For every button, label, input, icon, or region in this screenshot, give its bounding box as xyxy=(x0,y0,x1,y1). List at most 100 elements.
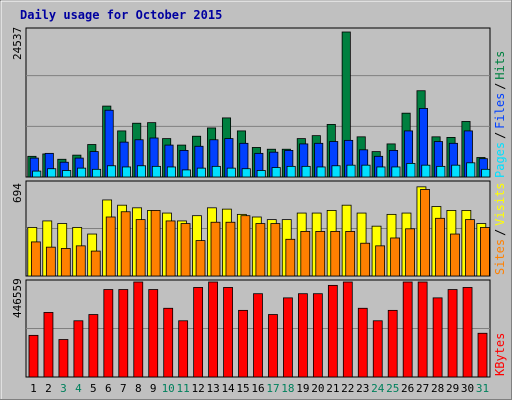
bar-kbytes-day-3 xyxy=(58,339,69,378)
bar-kbytes-day-2 xyxy=(43,312,54,378)
bar-pages-day-31 xyxy=(481,168,491,178)
bar-pages-day-7 xyxy=(121,166,132,178)
x-tick-label-day-1: 1 xyxy=(30,382,37,395)
bar-kbytes-day-27 xyxy=(417,281,428,378)
x-tick-label-day-17: 17 xyxy=(266,382,279,395)
x-tick-label-day-22: 22 xyxy=(341,382,354,395)
bar-pages-day-3 xyxy=(62,170,72,178)
bar-sites-day-28 xyxy=(435,217,445,277)
legend-hits-files-pages: Pages / Files / Hits xyxy=(493,51,507,178)
bar-kbytes-day-4 xyxy=(73,320,84,378)
bar-pages-day-16 xyxy=(256,170,266,178)
bar-kbytes-day-13 xyxy=(208,281,218,378)
kbytes-ymax-label: 446559 xyxy=(11,278,24,318)
bar-kbytes-day-30 xyxy=(462,287,473,378)
bar-pages-day-26 xyxy=(406,163,416,178)
bar-sites-day-6 xyxy=(105,216,116,277)
bar-kbytes-day-6 xyxy=(103,289,114,378)
x-tick-label-day-27: 27 xyxy=(416,382,429,395)
x-tick-label-day-11: 11 xyxy=(177,382,190,395)
bar-pages-day-14 xyxy=(226,167,236,178)
bar-sites-day-3 xyxy=(60,248,71,277)
bar-kbytes-day-25 xyxy=(387,309,398,378)
bar-sites-day-25 xyxy=(390,237,400,277)
x-tick-label-day-23: 23 xyxy=(356,382,369,395)
bar-pages-day-25 xyxy=(391,166,401,178)
bar-kbytes-day-23 xyxy=(357,307,368,378)
legend-kbytes: KBytes xyxy=(493,333,507,376)
x-tick-label-day-31: 31 xyxy=(476,382,489,395)
bar-pages-day-24 xyxy=(376,166,386,178)
bar-sites-day-1 xyxy=(30,241,41,277)
bar-pages-day-8 xyxy=(136,165,146,178)
bar-kbytes-day-10 xyxy=(163,307,174,378)
x-tick-label-day-6: 6 xyxy=(105,382,112,395)
bar-kbytes-day-8 xyxy=(133,281,144,378)
bar-sites-day-21 xyxy=(330,231,341,277)
bar-kbytes-day-16 xyxy=(253,293,263,378)
bar-sites-day-18 xyxy=(285,238,296,277)
bar-kbytes-day-17 xyxy=(268,314,278,378)
bar-sites-day-17 xyxy=(270,223,281,277)
bar-sites-day-16 xyxy=(255,223,266,277)
bar-kbytes-day-28 xyxy=(432,297,443,378)
x-tick-label-day-30: 30 xyxy=(461,382,474,395)
bar-kbytes-day-5 xyxy=(88,314,99,378)
legend-separator: / xyxy=(493,83,507,90)
legend-item-sites: Sites xyxy=(493,239,507,275)
bar-sites-day-22 xyxy=(345,231,356,277)
bar-pages-day-21 xyxy=(331,165,341,178)
bar-sites-day-9 xyxy=(150,210,161,277)
chart-title: Daily usage for October 2015 xyxy=(20,8,222,22)
bar-pages-day-19 xyxy=(301,165,311,178)
x-tick-label-day-15: 15 xyxy=(236,382,249,395)
x-tick-label-day-18: 18 xyxy=(281,382,294,395)
bar-sites-day-7 xyxy=(120,211,131,277)
bar-kbytes-day-22 xyxy=(342,281,353,378)
bar-kbytes-day-1 xyxy=(28,334,39,378)
bar-pages-day-6 xyxy=(107,165,117,178)
bar-pages-day-9 xyxy=(151,165,161,178)
legend-item-hits: Hits xyxy=(493,51,507,80)
bar-pages-day-28 xyxy=(436,165,446,178)
bar-sites-day-14 xyxy=(225,221,236,277)
bar-pages-day-27 xyxy=(421,164,431,178)
bar-kbytes-day-9 xyxy=(148,289,159,378)
bar-sites-day-31 xyxy=(480,227,490,277)
hits-ymax-label: 24537 xyxy=(11,27,24,60)
legend-visits-sites: Sites / Visits xyxy=(493,182,507,275)
bar-sites-day-11 xyxy=(180,223,191,277)
bar-pages-day-20 xyxy=(316,166,326,178)
x-tick-label-day-20: 20 xyxy=(311,382,324,395)
legend-item-files: Files xyxy=(493,93,507,129)
bar-kbytes-day-12 xyxy=(193,287,204,378)
bar-sites-day-29 xyxy=(450,233,460,277)
bar-sites-day-15 xyxy=(240,215,251,277)
x-tick-label-day-29: 29 xyxy=(446,382,459,395)
x-tick-label-day-28: 28 xyxy=(431,382,444,395)
bar-kbytes-day-31 xyxy=(477,332,488,378)
x-tick-label-day-13: 13 xyxy=(206,382,219,395)
bar-pages-day-22 xyxy=(346,164,356,178)
bar-sites-day-20 xyxy=(315,231,326,277)
bar-pages-day-1 xyxy=(32,170,42,178)
bar-pages-day-10 xyxy=(166,166,176,178)
bar-kbytes-day-24 xyxy=(372,320,383,378)
x-tick-label-day-8: 8 xyxy=(135,382,142,395)
x-tick-label-day-16: 16 xyxy=(251,382,264,395)
bar-kbytes-day-7 xyxy=(118,289,129,378)
bar-kbytes-day-21 xyxy=(327,284,338,378)
bar-kbytes-day-15 xyxy=(238,309,248,378)
x-tick-label-day-7: 7 xyxy=(120,382,127,395)
x-tick-label-day-4: 4 xyxy=(75,382,82,395)
x-tick-label-day-3: 3 xyxy=(60,382,67,395)
x-tick-label-day-5: 5 xyxy=(90,382,97,395)
bar-kbytes-day-14 xyxy=(223,287,233,378)
bar-sites-day-30 xyxy=(465,219,475,277)
x-tick-label-day-24: 24 xyxy=(371,382,385,395)
visits-ymax-label: 694 xyxy=(11,183,24,203)
bar-sites-day-23 xyxy=(360,242,371,277)
bar-kbytes-day-26 xyxy=(402,281,413,378)
bar-pages-day-15 xyxy=(241,168,251,178)
bar-kbytes-day-20 xyxy=(312,293,323,378)
